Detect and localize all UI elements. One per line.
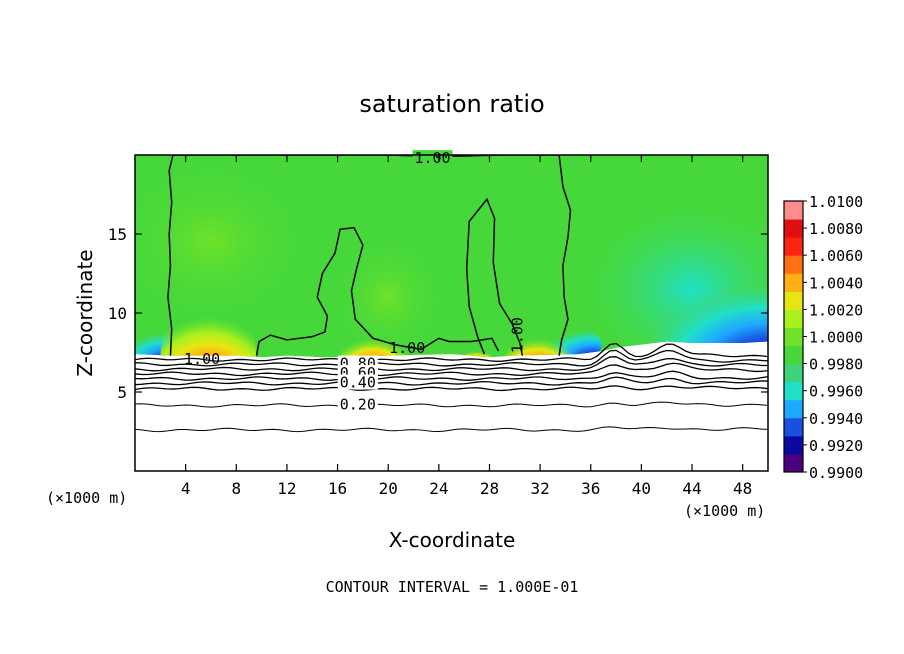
x-tick-label: 8: [231, 479, 241, 498]
colorbar-swatch: [784, 435, 803, 455]
contour-label: 1.00: [389, 339, 425, 357]
maximum-patch: [160, 299, 257, 358]
colorbar-label: 0.9980: [809, 356, 863, 374]
maximum-patch: [341, 325, 406, 358]
contour-label-bg: [337, 374, 378, 390]
contour-line: [135, 362, 768, 377]
x-tick-label: 20: [379, 479, 398, 498]
contour-label-group: 1.00: [184, 350, 220, 368]
x-tick-label: 36: [581, 479, 600, 498]
colorbar-swatch: [784, 345, 803, 365]
contour-line: [135, 426, 768, 433]
contour-label: 1.00: [508, 317, 526, 353]
colorbar-label: 0.9960: [809, 383, 863, 401]
contour-label-group: 1.00: [508, 317, 526, 353]
colorbar-swatch: [784, 273, 803, 292]
minimum-patch: [647, 280, 768, 358]
contour-label: 0.40: [340, 374, 376, 392]
contour-line: [135, 349, 768, 367]
contour-label: 1.00: [184, 350, 220, 368]
contour-line: [135, 401, 768, 408]
colorbar-label: 1.0020: [809, 301, 863, 319]
contour-line: [465, 197, 524, 356]
colorbar-swatch: [784, 453, 803, 473]
contour-line: [255, 226, 500, 356]
contour-label-group: 1.00: [412, 149, 453, 167]
x-tick-label: 12: [277, 479, 296, 498]
contour-line: [135, 356, 768, 372]
maximum-patch: [505, 325, 570, 358]
contour-line: [135, 385, 768, 392]
y-tick-label: 15: [108, 225, 127, 244]
contour-label-group: 0.40: [337, 374, 378, 392]
contour-label-group: 1.00: [389, 339, 425, 357]
colorbar-label: 1.0060: [809, 247, 863, 265]
colorbar-label: 0.9940: [809, 410, 863, 428]
contour-line: [135, 376, 768, 386]
x-tick-label: 32: [530, 479, 549, 498]
x-tick-label: 4: [181, 479, 191, 498]
contour-label-bg: [337, 396, 378, 412]
colorbar-label: 1.0080: [809, 220, 863, 238]
x-tick-label: 48: [733, 479, 752, 498]
colorbar-swatch: [784, 417, 803, 437]
contour-line: [135, 370, 768, 381]
colorbar-swatch: [784, 363, 803, 383]
colorbar-swatch: [784, 327, 803, 347]
colorbar-swatch: [784, 381, 803, 401]
cloud-field: [135, 155, 768, 358]
y-axis-label: Z-coordinate: [73, 249, 97, 376]
x-tick-label: 16: [328, 479, 347, 498]
colorbar-swatch: [784, 309, 803, 328]
colorbar-label: 1.0100: [809, 193, 863, 211]
colorbar-label: 0.9900: [809, 464, 863, 482]
colorbar-swatch: [784, 255, 803, 274]
colorbar-label: 0.9920: [809, 437, 863, 455]
maximum-patch: [460, 347, 493, 358]
colorbar-swatch: [784, 201, 803, 220]
colorbar-swatch: [784, 219, 803, 238]
x-axis-ticks: 4 8 12 16 20 24 28 32 36 40 44 48: [181, 155, 752, 498]
bright-patch: [333, 237, 444, 358]
y-axis-ticks: 5 10 15: [108, 225, 768, 402]
y-tick-label: 5: [117, 383, 127, 402]
colorbar-label: 1.0000: [809, 329, 863, 347]
contour-label: 0.20: [340, 396, 376, 414]
x-axis-unit-right: (×1000 m): [684, 502, 765, 520]
x-axis-unit-left: (×1000 m): [46, 489, 127, 507]
x-tick-label: 44: [682, 479, 701, 498]
x-tick-label: 28: [480, 479, 499, 498]
colorbar-swatch: [784, 291, 803, 310]
contour-interval-footer: CONTOUR INTERVAL = 1.000E-01: [326, 578, 579, 596]
contour-label-group: 0.20: [337, 396, 378, 414]
y-tick-label: 10: [108, 304, 127, 323]
x-tick-label: 24: [429, 479, 448, 498]
contour-label-bg: [412, 150, 453, 166]
x-tick-label: 40: [632, 479, 651, 498]
lower-contours: [135, 342, 768, 433]
plot-area: 1.001.001.00 1.000.800.600.400.204 8 12 16 20…: [108, 149, 769, 498]
x-axis-label: X-coordinate: [389, 528, 516, 552]
chart-title: saturation ratio: [359, 90, 544, 118]
bright-patch: [135, 161, 306, 322]
contour-line: [135, 342, 768, 362]
colorbar-legend: 1.0100 1.0080 1.0060 1.0040 1.0020 1.0000 0.99…: [783, 193, 863, 482]
contour-label: 1.00: [414, 149, 450, 167]
contour-line: [558, 155, 572, 356]
colorbar-swatch: [784, 237, 803, 256]
colorbar-label: 1.0040: [809, 274, 863, 292]
colorbar-swatch: [784, 399, 803, 419]
